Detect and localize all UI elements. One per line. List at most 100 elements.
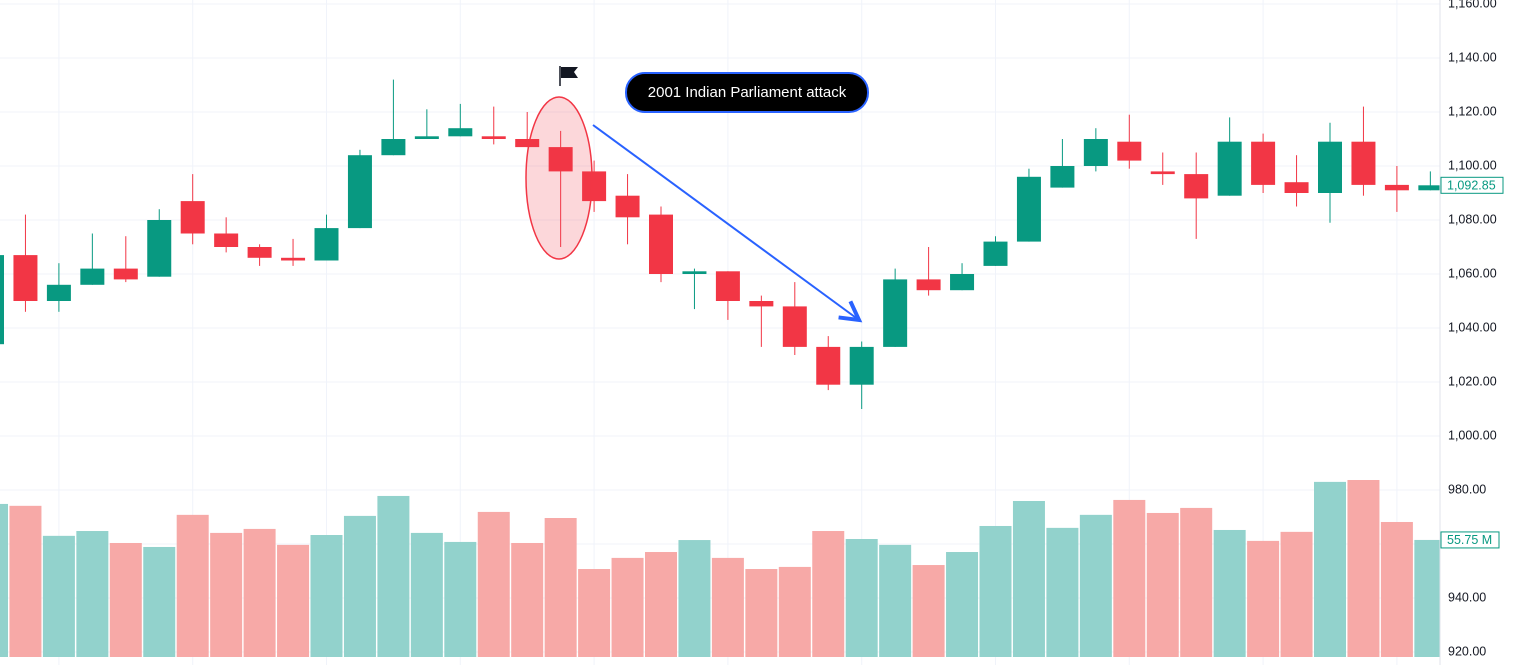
flag [559, 66, 578, 86]
volume-bar [678, 540, 711, 657]
candle-body [1117, 141, 1142, 161]
volume-bar [377, 495, 410, 657]
volume-bar [611, 557, 644, 657]
volume-bar [1347, 479, 1380, 657]
y-tick-label: 1,060.00 [1448, 266, 1497, 280]
candle-body [615, 195, 640, 218]
candle-body [649, 214, 673, 274]
volume-bar [410, 532, 443, 657]
y-tick-label: 1,120.00 [1448, 104, 1497, 118]
y-tick-label: 1,000.00 [1448, 428, 1497, 442]
volume-bar [1414, 539, 1440, 657]
volume-bar [109, 542, 142, 657]
candle-body [1016, 176, 1041, 242]
trend-arrow [592, 124, 859, 320]
candle-body [816, 346, 841, 385]
volume-bar [1213, 529, 1246, 657]
candle-body [849, 346, 874, 385]
y-tick-label: 940.00 [1448, 590, 1486, 604]
candle-body [414, 136, 439, 139]
volume-bar [845, 538, 878, 657]
volume-bar [310, 535, 343, 657]
volume-bar [1012, 500, 1045, 657]
y-tick-label: 1,100.00 [1448, 158, 1497, 172]
volume-bar [42, 535, 75, 657]
candle-body [1251, 141, 1276, 185]
candle-body [214, 233, 239, 247]
candle-body [247, 247, 272, 258]
price-label: 1,092.85 [1447, 179, 1496, 193]
volume-bar [1113, 499, 1146, 657]
volume-bar [477, 511, 510, 657]
candle-body [481, 136, 506, 139]
candle-body [1050, 166, 1075, 188]
candle-body [448, 128, 473, 137]
volume-label: 55.75 M [1447, 533, 1492, 547]
y-tick-label: 980.00 [1448, 482, 1486, 496]
volume-bar [511, 542, 544, 657]
candle-body [883, 279, 908, 347]
candles [0, 79, 1440, 409]
candle-body [1284, 182, 1309, 193]
volume-label-box [1440, 531, 1500, 549]
volume-bar [812, 531, 845, 657]
candle-body [582, 171, 607, 202]
y-tick-label: 1,040.00 [1448, 320, 1497, 334]
volume-bar [76, 531, 109, 657]
candle-body [1418, 185, 1440, 191]
candle-body [281, 257, 306, 261]
candle-body [916, 279, 941, 291]
volume-bar [444, 541, 477, 657]
y-tick-label: 1,080.00 [1448, 212, 1497, 226]
candle-body [1384, 184, 1409, 191]
y-tick-label: 1,160.00 [1448, 0, 1497, 10]
volume-bar [645, 552, 677, 657]
volume-bar [243, 528, 276, 657]
price-label-box [1440, 176, 1504, 194]
candle-body [749, 301, 774, 307]
volume-bar [578, 569, 611, 657]
volume-bar [912, 565, 945, 657]
candle-body [1150, 171, 1175, 175]
volume-bar [1046, 527, 1079, 657]
candle-body [1184, 174, 1209, 199]
y-tick-label: 1,140.00 [1448, 50, 1497, 64]
candle-body [314, 228, 339, 261]
volume-bars [0, 479, 1440, 657]
candle-body [180, 201, 205, 234]
volume-bar [210, 532, 243, 657]
highlight-ellipse [525, 96, 593, 260]
volume-bar [176, 514, 209, 657]
y-axis: 920.00940.00960.00980.001,000.001,020.00… [1440, 0, 1504, 658]
candle-body [548, 147, 573, 172]
volume-bar [277, 544, 310, 657]
volume-bar [1247, 540, 1280, 657]
y-tick-label: 1,020.00 [1448, 374, 1497, 388]
candle-body [782, 306, 807, 347]
candle-body [983, 241, 1008, 266]
volume-bar [544, 518, 577, 657]
volume-bar [9, 505, 42, 657]
volume-bar [711, 557, 744, 657]
candle-body [13, 255, 38, 301]
candle-body [113, 268, 138, 280]
volume-bar [1314, 481, 1346, 657]
candle-body [381, 139, 406, 156]
candle-body [147, 220, 172, 277]
candle-body [46, 284, 71, 301]
candle-body [80, 268, 105, 285]
candle-body [950, 274, 975, 291]
volume-bar [1180, 507, 1213, 657]
candle-body [682, 271, 707, 274]
annotation: 2001 Indian Parliament attack [648, 84, 847, 101]
volume-bar [946, 552, 979, 657]
annotation-box [625, 72, 869, 113]
volume-bar [1146, 512, 1179, 657]
volume-bar [1280, 531, 1313, 657]
volume-bar [778, 566, 811, 657]
candle-body [715, 271, 740, 301]
volume-bar [979, 525, 1012, 657]
volume-bar [343, 515, 376, 657]
candle-body [515, 139, 540, 148]
